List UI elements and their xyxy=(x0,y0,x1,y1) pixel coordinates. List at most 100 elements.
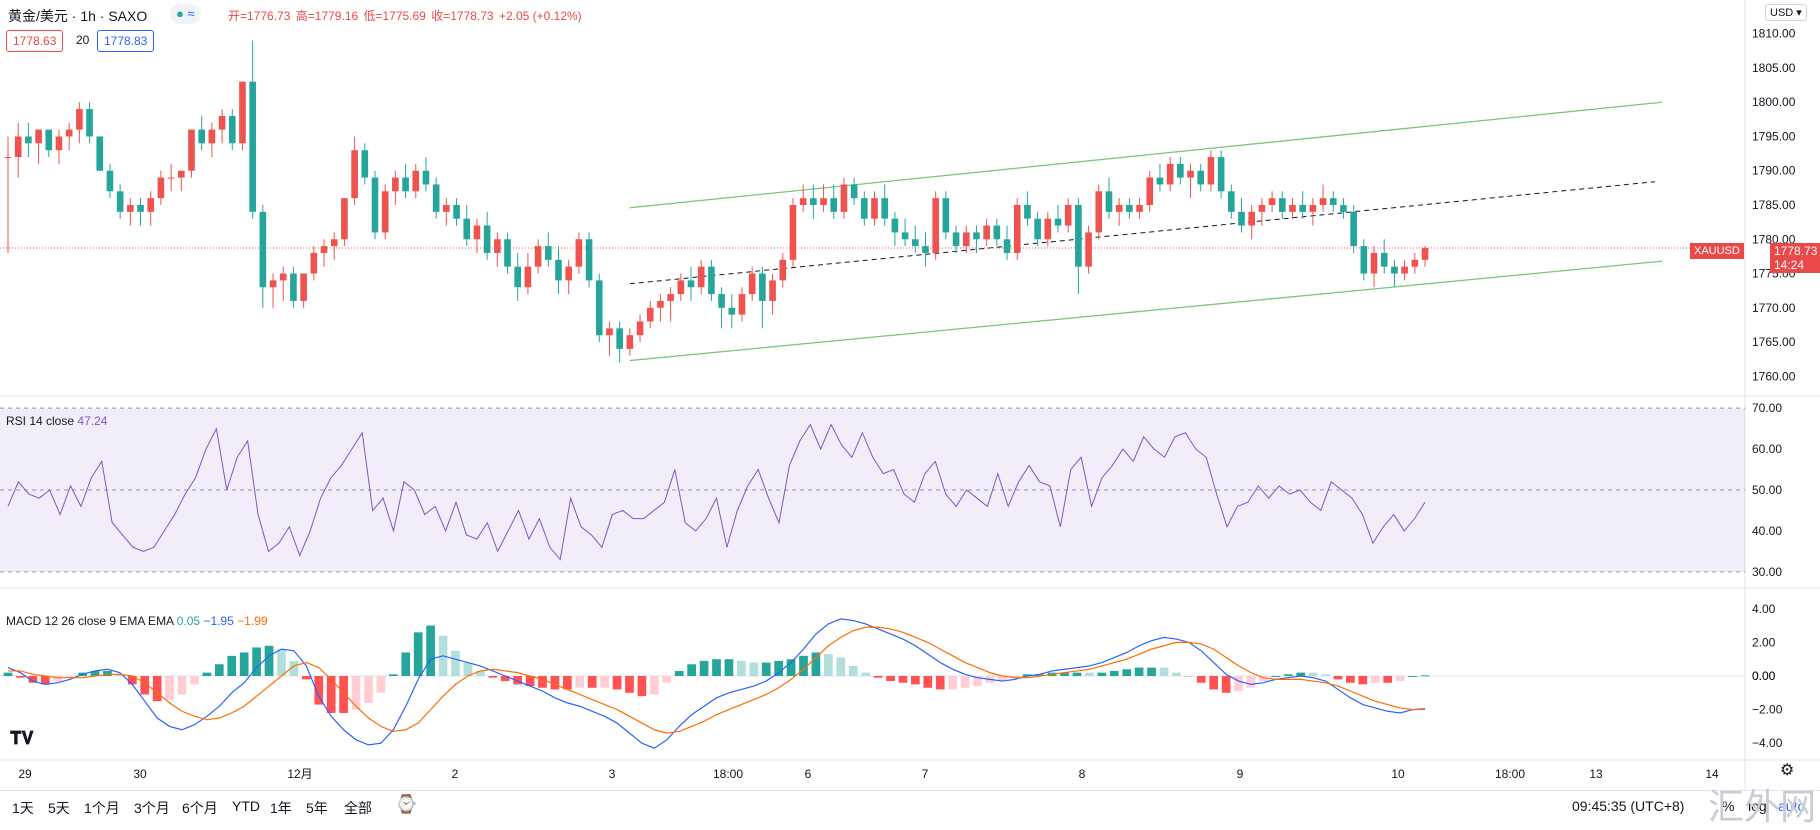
clock-readout[interactable]: 09:45:35 (UTC+8) xyxy=(1572,798,1685,814)
range-button-0[interactable]: 1天 xyxy=(12,800,34,816)
range-button-6[interactable]: 1年 xyxy=(270,800,292,816)
candle-body xyxy=(1319,198,1327,205)
ask-price[interactable]: 1778.83 xyxy=(97,30,155,52)
macd-hist-bar xyxy=(1408,676,1417,677)
range-button-5[interactable]: YTD xyxy=(232,798,260,814)
candle-body xyxy=(820,198,827,205)
candle-body xyxy=(1075,205,1082,267)
macd-label: MACD 12 26 close 9 EMA EMA xyxy=(6,614,174,628)
macd-hist-bar xyxy=(1358,676,1368,685)
candle-body xyxy=(443,205,450,212)
macd-hist-bar xyxy=(1097,672,1107,676)
macd-hist-bar xyxy=(737,660,746,676)
candle-body xyxy=(1299,205,1306,212)
candle-body xyxy=(1380,252,1388,267)
macd-tick-label: 0.00 xyxy=(1752,669,1776,683)
rsi-label: RSI 14 close xyxy=(6,414,75,428)
macd-line-value: −1.95 xyxy=(203,614,234,628)
macd-hist-bar xyxy=(799,655,808,676)
macd-hist-bar xyxy=(625,676,634,693)
time-tick-label: 29 xyxy=(18,767,32,781)
macd-hist-bar xyxy=(401,652,411,676)
candle-body xyxy=(198,129,206,144)
macd-hist-bar xyxy=(463,662,473,676)
wave-icon[interactable]: ≈ xyxy=(187,6,195,21)
percent-toggle[interactable]: % xyxy=(1722,798,1735,814)
signal-line xyxy=(8,626,1426,734)
candle-body xyxy=(1370,252,1378,274)
time-tick-label: 10 xyxy=(1391,767,1405,781)
range-button-2[interactable]: 1个月 xyxy=(84,800,120,816)
rsi-tick-label: 60.00 xyxy=(1752,442,1782,456)
date-range-icon[interactable]: ⌚ xyxy=(395,794,418,814)
candle-body xyxy=(840,184,848,212)
log-toggle[interactable]: log xyxy=(1748,798,1767,814)
macd-hist-bar xyxy=(662,676,672,683)
candle-body xyxy=(1003,239,1011,253)
macd-hist-bar xyxy=(873,676,883,678)
macd-hist-bar xyxy=(886,676,895,682)
macd-legend[interactable]: MACD 12 26 close 9 EMA EMA 0.05 −1.95 −1… xyxy=(6,614,268,628)
candle-body xyxy=(779,259,787,281)
candle-body xyxy=(1258,205,1266,212)
candle-body xyxy=(993,225,1001,240)
candle-body xyxy=(1340,205,1347,212)
range-button-8[interactable]: 全部 xyxy=(344,800,372,816)
macd-hist-bar xyxy=(674,670,684,676)
macd-hist-bar xyxy=(1184,676,1194,677)
macd-hist-bar xyxy=(687,664,696,676)
candle-body xyxy=(616,328,623,349)
candle-body xyxy=(86,109,93,137)
gear-icon[interactable]: ⚙ xyxy=(1780,762,1795,779)
macd-hist-bar xyxy=(40,676,50,685)
range-button-3[interactable]: 3个月 xyxy=(134,800,170,816)
candle-body xyxy=(952,232,960,247)
macd-hist-bar xyxy=(115,674,125,676)
range-button-1[interactable]: 5天 xyxy=(48,800,70,816)
time-tick-label: 30 xyxy=(133,767,147,781)
candle-body xyxy=(504,239,511,267)
candle-body xyxy=(1064,205,1072,226)
price-tick-label: 1770.00 xyxy=(1752,301,1796,315)
candle-body xyxy=(789,205,797,260)
bar-countdown: 14:24 xyxy=(1774,258,1805,272)
range-button-7[interactable]: 5年 xyxy=(306,800,328,816)
candle-body xyxy=(279,273,287,281)
close-value: 收=1778.73 xyxy=(431,9,494,23)
candle-body xyxy=(983,225,990,240)
candle-body xyxy=(1187,170,1194,178)
channel-mid-line xyxy=(629,181,1656,285)
rsi-tick-label: 50.00 xyxy=(1752,483,1782,497)
macd-hist-bar xyxy=(699,660,709,676)
candle-body xyxy=(565,266,572,281)
bid-price[interactable]: 1778.63 xyxy=(6,30,64,52)
candle-body xyxy=(524,266,532,288)
macd-hist-bar xyxy=(811,652,821,676)
candle-body xyxy=(463,218,471,240)
macd-hist-bar xyxy=(538,676,547,688)
macd-hist-bar xyxy=(1010,676,1020,678)
time-tick-label: 12月 xyxy=(287,767,312,781)
candle-body xyxy=(932,198,939,253)
rsi-line xyxy=(7,423,1426,561)
candle-body xyxy=(473,225,481,240)
macd-hist-bar xyxy=(177,676,187,695)
macd-hist-bar xyxy=(1196,676,1206,683)
currency-label: USD xyxy=(1770,7,1794,19)
macd-hist-bar xyxy=(339,676,348,713)
candle-body xyxy=(1126,205,1133,212)
time-tick-label: 13 xyxy=(1589,767,1603,781)
candle-body xyxy=(1166,163,1174,185)
candle-body xyxy=(1421,247,1429,260)
macd-hist-bar xyxy=(1122,669,1132,676)
price-tick-label: 1765.00 xyxy=(1752,335,1796,349)
range-button-4[interactable]: 6个月 xyxy=(182,800,218,816)
header-icons[interactable]: ● ≈ xyxy=(170,4,201,24)
rsi-legend[interactable]: RSI 14 close 47.24 xyxy=(6,414,107,428)
candle-body xyxy=(1391,266,1398,274)
currency-selector[interactable]: USD ▾ xyxy=(1765,4,1807,21)
symbol-title[interactable]: 黄金/美元 · 1h · SAXO xyxy=(8,6,147,26)
auto-toggle[interactable]: auto xyxy=(1778,798,1806,814)
eye-icon[interactable]: ● xyxy=(176,6,184,21)
